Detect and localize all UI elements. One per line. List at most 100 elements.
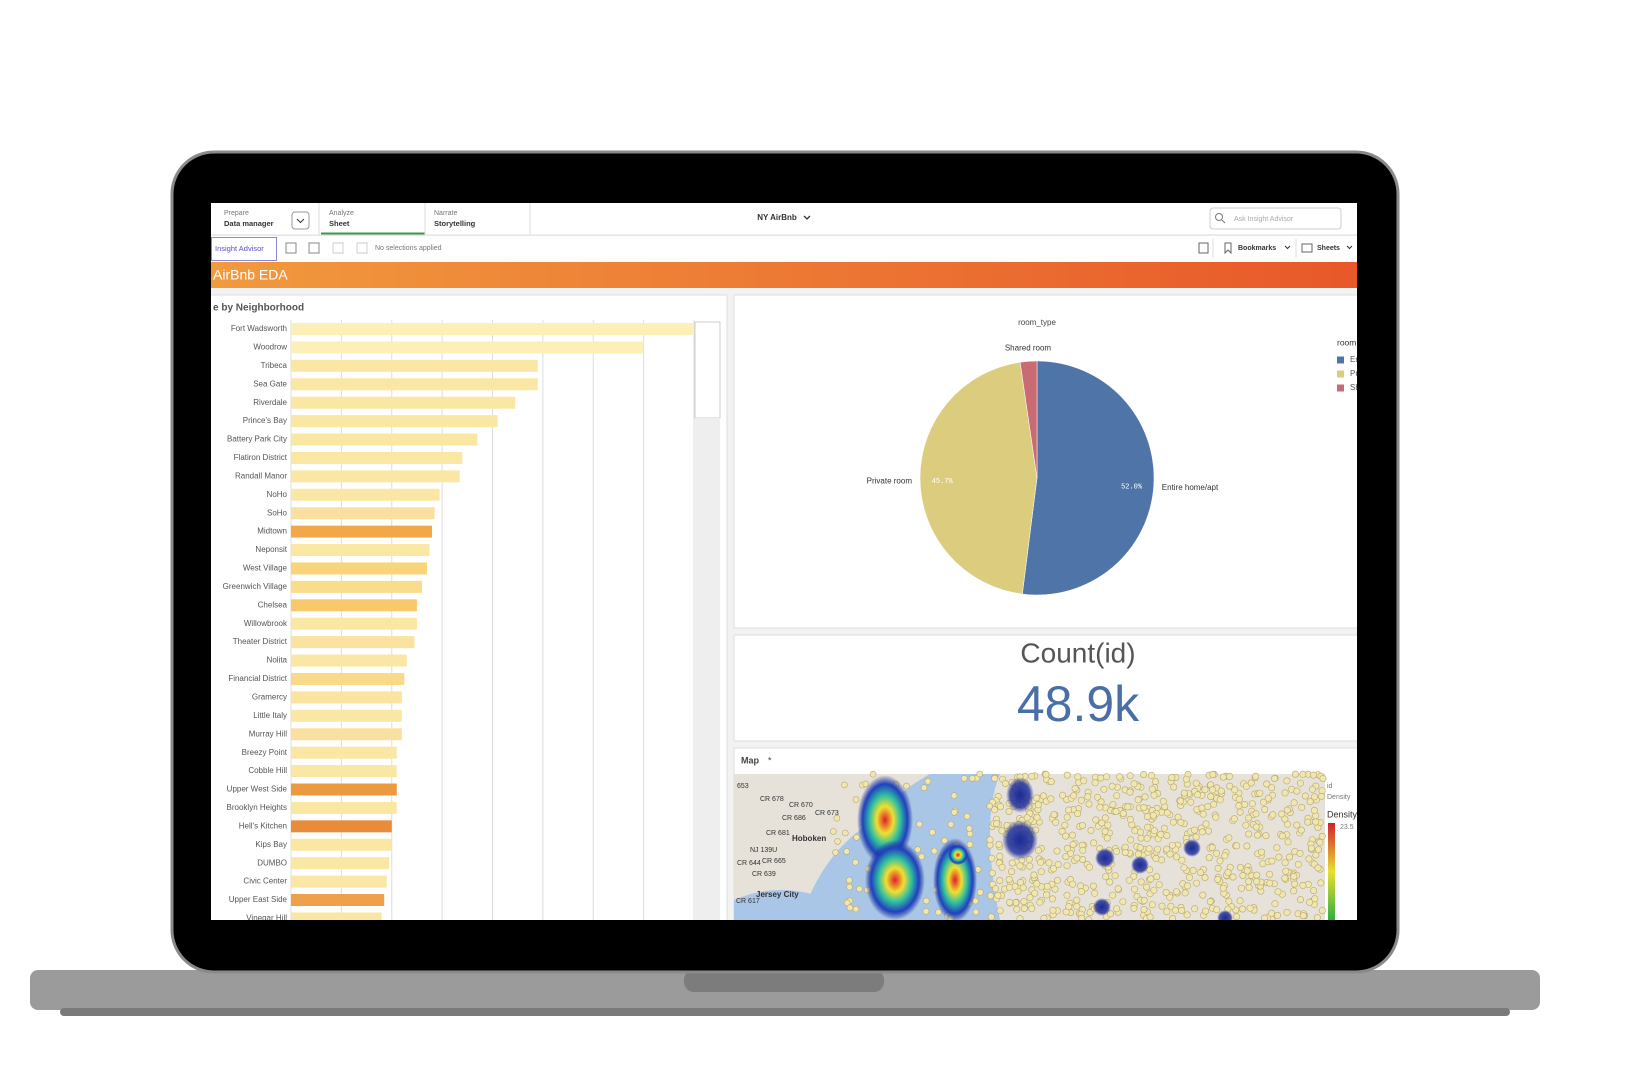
map-point [1253, 877, 1261, 885]
map-point [1148, 771, 1156, 779]
app-name[interactable]: NY AirBnb [757, 213, 797, 222]
bar[interactable] [291, 691, 402, 704]
map-point [1077, 796, 1085, 804]
map-water [734, 890, 830, 920]
map-point [986, 836, 994, 844]
legend-label[interactable]: Shared room [1350, 383, 1397, 392]
bar[interactable] [291, 433, 478, 446]
bar[interactable] [291, 820, 392, 833]
map-point [1290, 872, 1298, 880]
bar[interactable] [291, 580, 422, 593]
map-point [992, 885, 1000, 893]
map-point [1153, 873, 1161, 881]
tool-icon[interactable] [356, 242, 368, 254]
chevron [1284, 245, 1291, 250]
map-point [1100, 785, 1108, 793]
map-point [834, 838, 841, 845]
insight-button[interactable] [211, 237, 277, 261]
map-point [1271, 900, 1279, 908]
map-point [1299, 770, 1307, 778]
map-point [1020, 898, 1028, 906]
bookmarks-label[interactable]: Bookmarks [1238, 245, 1276, 252]
pie-slice[interactable] [1022, 360, 1155, 596]
bar[interactable] [291, 470, 460, 483]
bar[interactable] [291, 857, 390, 870]
pie-slice[interactable] [919, 361, 1038, 595]
bar[interactable] [291, 359, 538, 372]
map-point [1283, 908, 1291, 916]
map-legend-title: Density [1327, 809, 1358, 819]
bar[interactable] [291, 544, 430, 557]
tool-icon[interactable] [308, 242, 320, 254]
bar[interactable] [291, 801, 397, 814]
map-point [1263, 780, 1271, 788]
tab-label[interactable]: Data manager [224, 219, 274, 228]
bar[interactable] [291, 488, 440, 501]
map-point [1040, 914, 1048, 920]
bar[interactable] [291, 654, 407, 667]
bar[interactable] [291, 525, 433, 538]
heat-blob [1093, 898, 1111, 916]
bar[interactable] [291, 415, 498, 428]
map-point [1078, 914, 1086, 920]
map-legend-label: Density [1327, 794, 1351, 801]
map-menu[interactable]: * [768, 755, 772, 765]
scroll-minimap[interactable] [694, 321, 721, 419]
search-box[interactable] [1209, 207, 1342, 230]
map-point [1098, 819, 1106, 827]
bar[interactable] [291, 617, 417, 630]
kpi-label: Count(id) [1020, 637, 1135, 668]
bar[interactable] [291, 636, 415, 649]
bar[interactable] [291, 746, 397, 759]
bar[interactable] [291, 765, 397, 778]
map-point [1020, 904, 1028, 912]
bar[interactable] [291, 562, 428, 575]
map-point [1112, 807, 1120, 815]
heat-blob [1183, 839, 1201, 857]
sheets-label[interactable]: Sheets [1317, 245, 1340, 252]
bar[interactable] [291, 783, 397, 796]
tab-label[interactable]: Sheet [329, 219, 350, 228]
tool-icon[interactable] [285, 242, 297, 254]
bar[interactable] [291, 323, 694, 335]
legend-swatch[interactable] [1337, 356, 1344, 364]
bar[interactable] [291, 341, 644, 354]
map-point [1315, 846, 1323, 854]
bar[interactable] [291, 451, 463, 464]
map-point [1245, 814, 1253, 822]
tab-label[interactable]: Storytelling [434, 219, 476, 228]
tool-icon[interactable] [332, 242, 344, 254]
map-point [1162, 888, 1170, 896]
map-point [1197, 868, 1205, 876]
map-point [1293, 787, 1301, 795]
legend-label[interactable]: Private room [1350, 369, 1396, 378]
bar[interactable] [291, 396, 516, 409]
grid-icon[interactable] [1198, 242, 1209, 254]
bar[interactable] [291, 378, 538, 391]
map-point [950, 792, 958, 799]
bar[interactable] [291, 599, 417, 612]
map-legend-label: id [1327, 783, 1333, 790]
bar[interactable] [291, 709, 402, 722]
legend-label[interactable]: Entire home/apt [1350, 355, 1407, 364]
map-point [1040, 792, 1048, 800]
dropdown-button[interactable] [291, 211, 310, 230]
bar[interactable] [291, 894, 385, 907]
bar[interactable] [291, 728, 402, 741]
y-tick-label: Sea Gate [253, 379, 287, 388]
bar[interactable] [291, 875, 387, 888]
map-point [988, 869, 996, 877]
pie-slice[interactable] [1019, 360, 1038, 479]
legend-swatch[interactable] [1337, 384, 1344, 392]
map-point [1199, 810, 1207, 818]
bar[interactable] [291, 912, 382, 924]
bar[interactable] [291, 507, 435, 520]
bar[interactable] [291, 672, 405, 685]
map-label: NJ 139U [750, 847, 777, 854]
legend-swatch[interactable] [1337, 370, 1344, 378]
bar[interactable] [291, 838, 392, 851]
map-label: CR 639 [752, 871, 776, 878]
map-point [1124, 803, 1132, 811]
map-point [846, 883, 853, 891]
map-point [1261, 914, 1268, 920]
